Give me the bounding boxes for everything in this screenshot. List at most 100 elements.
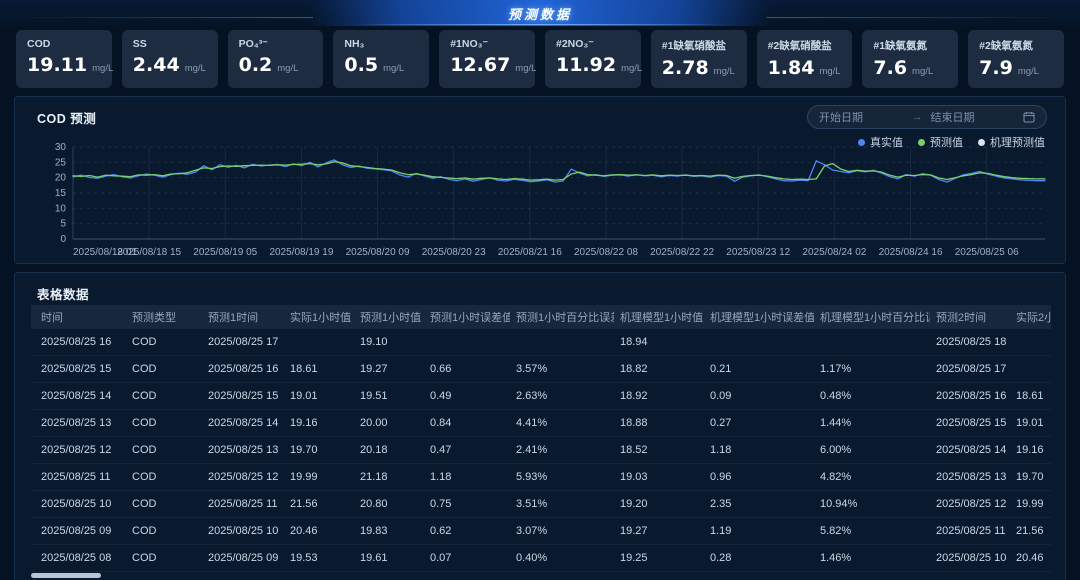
- table-cell: 2025/08/25 11: [930, 517, 1010, 545]
- top-banner: 预测数据: [0, 0, 1080, 26]
- table-cell: 2025/08/25 10: [31, 490, 126, 518]
- metric-label: COD: [27, 38, 51, 50]
- column-header: 预测2时间: [930, 305, 1010, 329]
- table-cell: 18.88: [614, 409, 704, 437]
- y-axis-tick: 25: [55, 157, 67, 168]
- table-cell: [1010, 355, 1051, 383]
- table-cell: COD: [126, 490, 202, 518]
- table-cell: 0.48%: [814, 382, 930, 410]
- column-header: 预测1时间: [202, 305, 284, 329]
- table-cell: 0.75: [424, 490, 510, 518]
- table-cell: 2025/08/25 17: [930, 355, 1010, 383]
- metric-value: 7.6: [873, 57, 908, 79]
- metric-value: 19.11: [27, 54, 88, 76]
- column-header: 预测1小时误差值: [424, 305, 510, 329]
- table-cell: 19.18: [354, 571, 424, 580]
- table-cell: 2.41%: [510, 436, 614, 464]
- table-cell: 19.53: [1010, 571, 1051, 580]
- table-cell: 19.16: [1010, 436, 1051, 464]
- metric-label: NH₃: [344, 38, 365, 50]
- x-axis-tick: 2025/08/19 05: [193, 247, 257, 258]
- table-title: 表格数据: [37, 288, 90, 302]
- table-cell: 1.46%: [814, 544, 930, 572]
- table-cell: 2025/08/25 11: [202, 490, 284, 518]
- legend-item[interactable]: 机理预测值: [978, 134, 1045, 150]
- table-cell: 2025/08/25 15: [31, 355, 126, 383]
- metric-card: COD 19.11 mg/L: [16, 30, 113, 88]
- column-header: 实际2小时值: [1010, 305, 1051, 329]
- x-axis-tick: 2025/08/23 12: [726, 247, 790, 258]
- table-row: 2025/08/25 10 COD 2025/08/25 11 21.56 20.80 0…: [31, 490, 1051, 518]
- table-cell: 3.68%: [814, 571, 930, 580]
- table-cell: COD: [126, 329, 202, 356]
- banner-decor-line: [32, 17, 314, 18]
- table-cell: 18.61: [284, 355, 354, 383]
- table-row: 2025/08/25 08 COD 2025/08/25 09 19.53 19.61 0…: [31, 544, 1051, 572]
- table-cell: 21.18: [354, 463, 424, 491]
- table-cell: 19.01: [284, 382, 354, 410]
- x-axis-tick: 2025/08/25 06: [955, 247, 1019, 258]
- table-scroll-area[interactable]: 时间 预测类型 预测1时间 实际1小时值 预测1小时值 预测1小时误差值 预测1小时百分比误…: [31, 305, 1051, 580]
- horizontal-scrollbar-thumb[interactable]: [31, 573, 101, 578]
- table-header-row: 时间 预测类型 预测1时间 实际1小时值 预测1小时值 预测1小时误差值 预测1小时百分比误…: [31, 305, 1051, 329]
- table-cell: 19.51: [354, 382, 424, 410]
- legend-item[interactable]: 真实值: [858, 134, 903, 150]
- metric-label: PO₄³⁻: [238, 38, 268, 50]
- legend-item[interactable]: 预测值: [918, 134, 963, 150]
- table-cell: 0.66: [424, 355, 510, 383]
- table-cell: 0.47: [424, 436, 510, 464]
- calendar-icon[interactable]: [1023, 111, 1035, 123]
- table-data-panel: 表格数据 时间 预测类型 预测1时间 实际1小时值 预测1小时值 预测1小时误差值 预测1小…: [14, 272, 1066, 580]
- date-range-picker[interactable]: 开始日期 → 结束日期: [807, 105, 1047, 129]
- start-date-input[interactable]: 开始日期: [819, 112, 863, 124]
- table-cell: COD: [126, 409, 202, 437]
- metric-card: SS 2.44 mg/L: [121, 30, 218, 88]
- table-cell: 20.00: [354, 409, 424, 437]
- y-axis-tick: 20: [55, 173, 67, 184]
- table-cell: COD: [126, 355, 202, 383]
- banner-decor-line: [766, 17, 1048, 18]
- x-axis-tick: 2025/08/21 16: [498, 247, 562, 258]
- metric-card: #2缺氧氨氮 7.9 mg/L: [968, 30, 1064, 88]
- table-cell: 2025/08/25 11: [31, 463, 126, 491]
- table-cell: 2.35: [704, 490, 814, 518]
- x-axis-tick: 2025/08/22 22: [650, 247, 714, 258]
- metric-value: 2.44: [132, 54, 180, 76]
- legend-label: 预测值: [930, 137, 963, 149]
- y-axis-tick: 15: [55, 188, 67, 199]
- table-cell: 2025/08/25 13: [202, 436, 284, 464]
- table-cell: 1.18: [424, 463, 510, 491]
- metric-label: #2NO₃⁻: [555, 38, 594, 50]
- table-cell: 2025/08/25 10: [202, 517, 284, 545]
- table-cell: 2025/08/25 18: [930, 329, 1010, 356]
- table-cell: 2025/08/25 14: [202, 409, 284, 437]
- legend-dot-icon: [858, 138, 865, 146]
- column-header: 预测1小时百分比误差: [510, 305, 614, 329]
- table-row: 2025/08/25 09 COD 2025/08/25 10 20.46 19.83 0…: [31, 517, 1051, 545]
- metric-label: #1缺氧硝酸盐: [661, 40, 726, 52]
- metric-card: #2NO₃⁻ 11.92 mg/L: [544, 30, 642, 88]
- table-cell: 19.03: [614, 463, 704, 491]
- table-cell: 19.16: [284, 409, 354, 437]
- legend-dot-icon: [978, 138, 985, 146]
- table-cell: 2025/08/25 15: [930, 409, 1010, 437]
- table-cell: 19.83: [354, 517, 424, 545]
- metric-value: 0.2: [238, 54, 273, 76]
- table-cell: 5.93%: [510, 463, 614, 491]
- metric-unit: mg/L: [1017, 66, 1039, 77]
- metric-value: 0.5: [344, 54, 379, 76]
- metric-unit: mg/L: [912, 66, 934, 77]
- table-row: 2025/08/25 13 COD 2025/08/25 14 19.16 20.00 0…: [31, 409, 1051, 437]
- table-cell: COD: [126, 517, 202, 545]
- x-axis-tick: 2025/08/20 09: [346, 247, 410, 258]
- metric-value: 7.9: [979, 57, 1013, 79]
- table-row: 2025/08/25 14 COD 2025/08/25 15 19.01 19.51 0…: [31, 382, 1051, 410]
- table-cell: 4.82%: [814, 463, 930, 491]
- end-date-input[interactable]: 结束日期: [930, 112, 975, 124]
- table-cell: 2025/08/25 08: [31, 544, 126, 572]
- x-axis-tick: 2025/08/24 02: [802, 247, 866, 258]
- table-cell: 18.52: [614, 436, 704, 464]
- table-cell: 2025/08/25 13: [930, 463, 1010, 491]
- table-cell: 2025/08/25 09: [202, 544, 284, 572]
